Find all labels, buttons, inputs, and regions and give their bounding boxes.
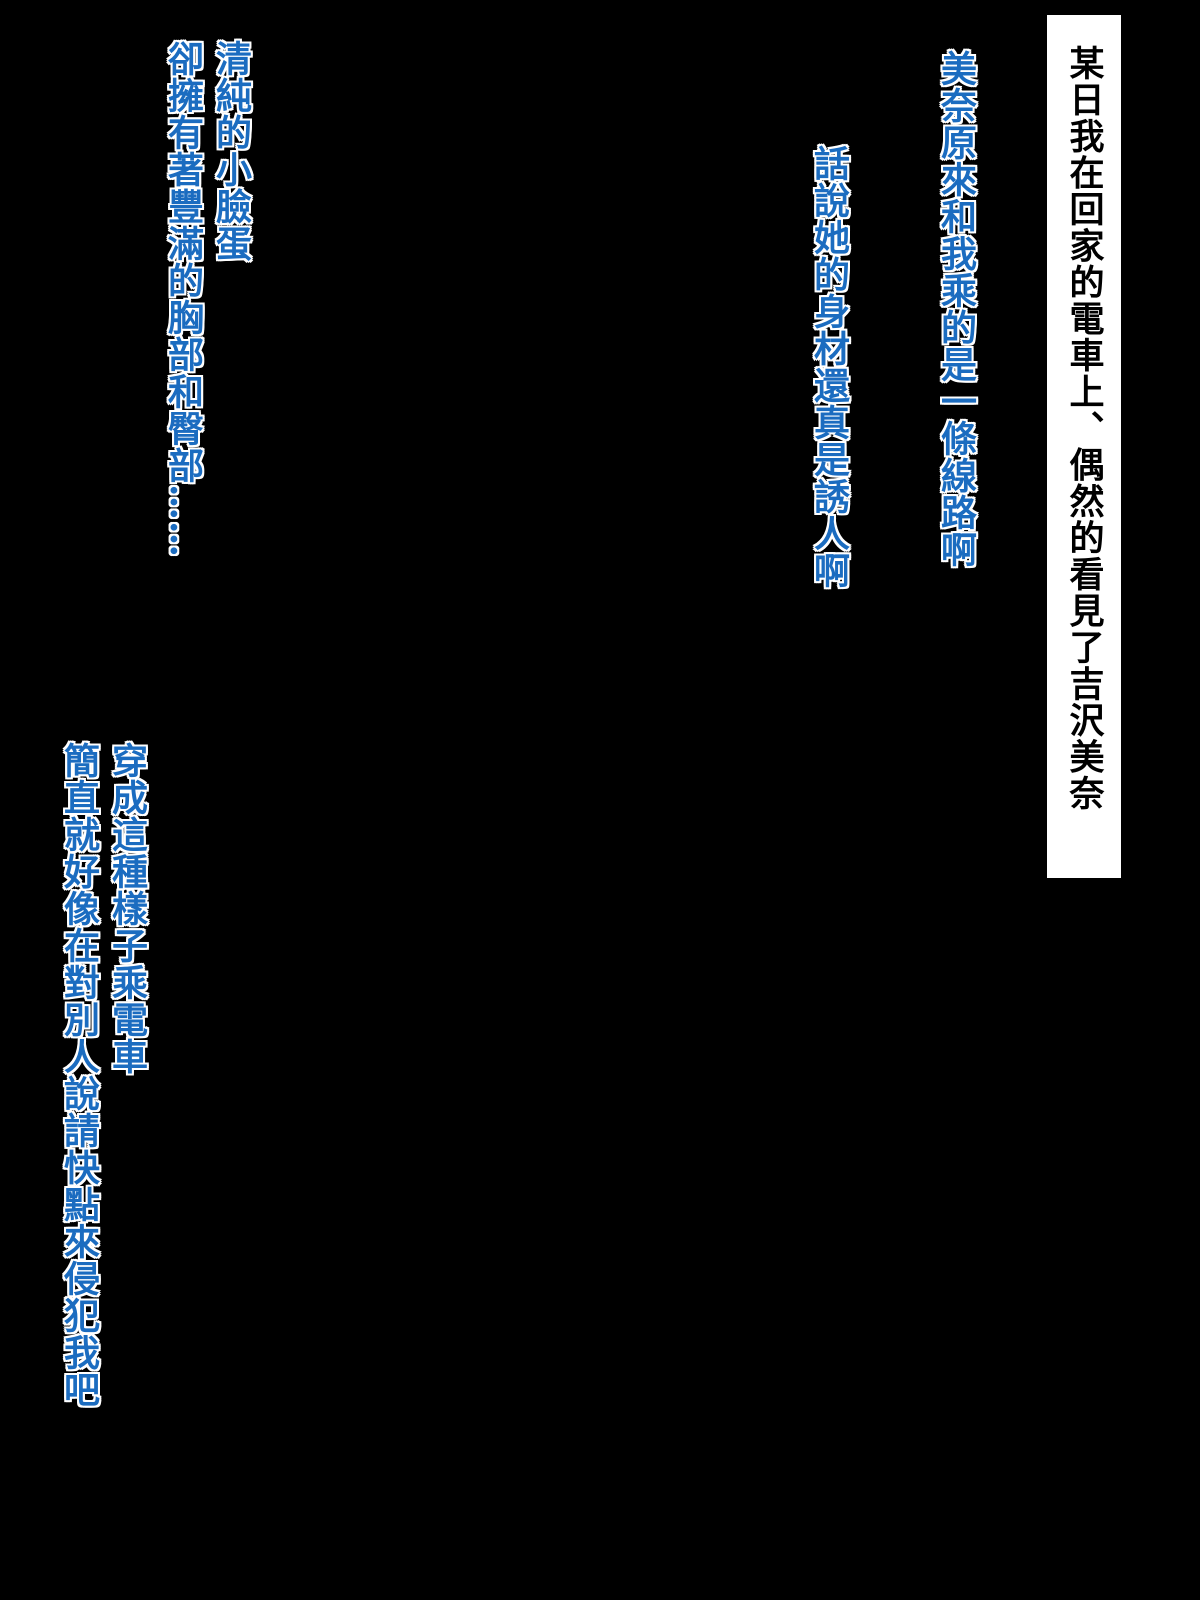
text-line-5: 穿成這種樣子乘電車	[106, 742, 148, 1075]
narration-text: 某日我在回家的電車上、偶然的看見了吉沢美奈	[1063, 45, 1105, 812]
text-line-3: 清純的小臉蛋	[210, 40, 252, 262]
narration-box: 某日我在回家的電車上、偶然的看見了吉沢美奈	[1047, 15, 1121, 878]
text-line-4: 卻擁有著豐滿的胸部和臀部……	[162, 40, 204, 558]
text-line-2: 話說她的身材還真是誘人啊	[808, 145, 850, 589]
text-line-6: 簡直就好像在對別人說請快點來侵犯我吧	[58, 742, 100, 1408]
text-line-1: 美奈原來和我乘的是一條線路啊	[935, 50, 977, 568]
